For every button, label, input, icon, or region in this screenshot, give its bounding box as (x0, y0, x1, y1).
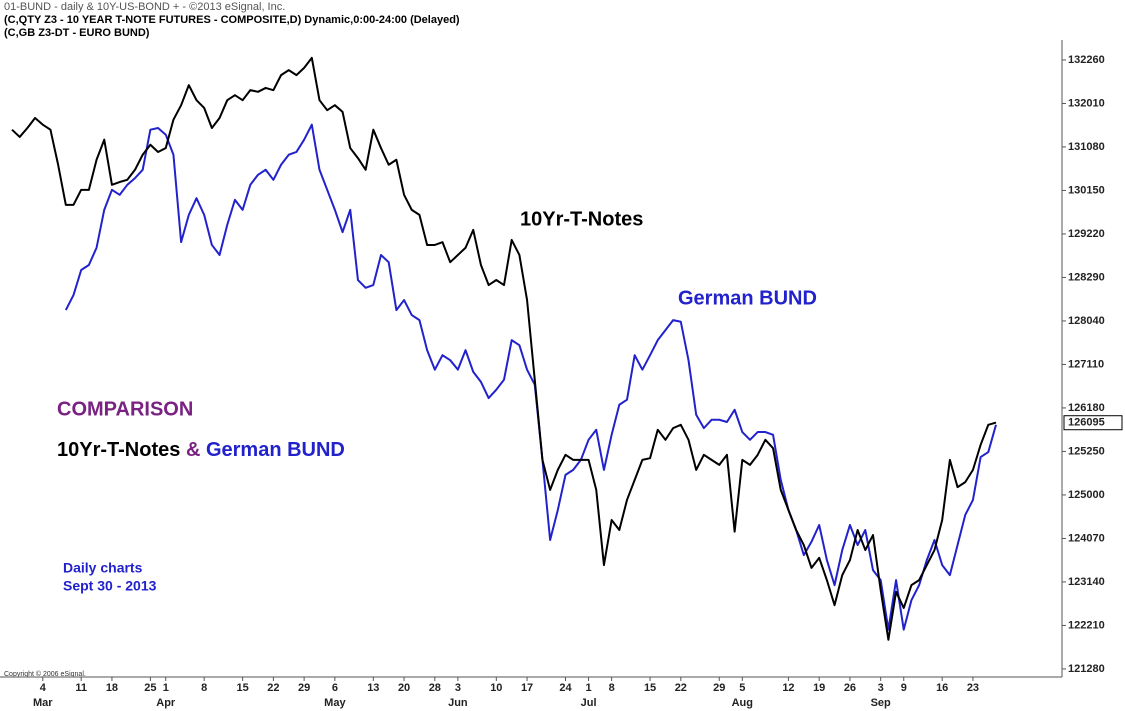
x-tick-label: 19 (813, 682, 825, 694)
x-tick-label: 12 (782, 682, 794, 694)
copyright: Copyright © 2006 eSignal. (4, 670, 86, 678)
series-line (64, 123, 997, 631)
bund-label: German BUND (678, 287, 817, 309)
last-price-label: 126095 (1068, 417, 1105, 429)
x-tick-label: 23 (967, 682, 979, 694)
y-tick-label: 125000 (1068, 489, 1105, 501)
y-tick-label: 126180 (1068, 402, 1105, 414)
month-label: Apr (156, 697, 176, 709)
x-tick-label: 11 (75, 682, 87, 694)
y-tick-label: 130150 (1068, 184, 1105, 196)
x-tick-label: 4 (40, 682, 47, 694)
header-line: (C,GB Z3-DT - EURO BUND) (4, 27, 150, 39)
last-price-box (1063, 415, 1123, 431)
header-line: (C,QTY Z3 - 10 YEAR T-NOTE FUTURES - COM… (4, 14, 460, 26)
x-tick-label: 16 (936, 682, 948, 694)
x-tick-label: 26 (844, 682, 856, 694)
y-tick-label: 125250 (1068, 445, 1105, 457)
x-tick-label: 8 (609, 682, 615, 694)
y-tick-label: 124070 (1068, 532, 1105, 544)
x-tick-label: 8 (201, 682, 207, 694)
comparison-part: German BUND (206, 439, 345, 461)
y-tick-label: 129220 (1068, 228, 1105, 240)
y-tick-label: 128290 (1068, 271, 1105, 283)
x-tick-label: 3 (878, 682, 884, 694)
x-tick-label: 15 (237, 682, 249, 694)
x-tick-label: 1 (163, 682, 169, 694)
x-tick-label: 3 (455, 682, 461, 694)
y-tick-label: 131080 (1068, 141, 1105, 153)
x-tick-label: 6 (332, 682, 338, 694)
note-line: Daily charts (63, 560, 143, 576)
x-tick-label: 22 (267, 682, 279, 694)
x-tick-label: 17 (521, 682, 533, 694)
y-tick-label: 132010 (1068, 97, 1105, 109)
y-tick-label: 121280 (1068, 663, 1105, 675)
x-tick-label: 25 (144, 682, 156, 694)
comparison-part: 10Yr-T-Notes (57, 439, 180, 461)
y-tick-label: 123140 (1068, 576, 1105, 588)
x-tick-label: 29 (298, 682, 310, 694)
comparison-part: & (186, 439, 200, 461)
comparison-title: COMPARISON (57, 398, 193, 420)
x-tick-label: 5 (739, 682, 745, 694)
note-line: Sept 30 - 2013 (63, 578, 157, 594)
month-label: Sep (871, 697, 891, 709)
x-tick-label: 15 (644, 682, 656, 694)
x-tick-label: 18 (106, 682, 118, 694)
y-tick-label: 127110 (1068, 358, 1104, 370)
comparison-line: 10Yr-T-Notes & German BUND (57, 439, 345, 461)
y-tick-label: 132260 (1068, 54, 1105, 66)
series-line (11, 56, 997, 641)
y-tick-label: 128040 (1068, 315, 1105, 327)
month-label: Jul (581, 697, 597, 709)
month-label: Aug (732, 697, 753, 709)
x-tick-label: 1 (586, 682, 592, 694)
x-tick-label: 28 (429, 682, 441, 694)
month-label: Jun (448, 697, 468, 709)
x-tick-label: 29 (713, 682, 725, 694)
x-tick-label: 20 (398, 682, 410, 694)
month-label: Mar (33, 697, 53, 709)
x-tick-label: 9 (901, 682, 907, 694)
x-tick-label: 22 (675, 682, 687, 694)
tnote-label: 10Yr-T-Notes (520, 208, 643, 230)
x-tick-label: 13 (367, 682, 379, 694)
x-tick-label: 10 (490, 682, 502, 694)
month-label: May (324, 697, 346, 709)
y-tick-label: 122210 (1068, 619, 1105, 631)
header-line: 01-BUND - daily & 10Y-US-BOND + - ©2013 … (4, 1, 285, 13)
x-tick-label: 24 (559, 682, 572, 694)
